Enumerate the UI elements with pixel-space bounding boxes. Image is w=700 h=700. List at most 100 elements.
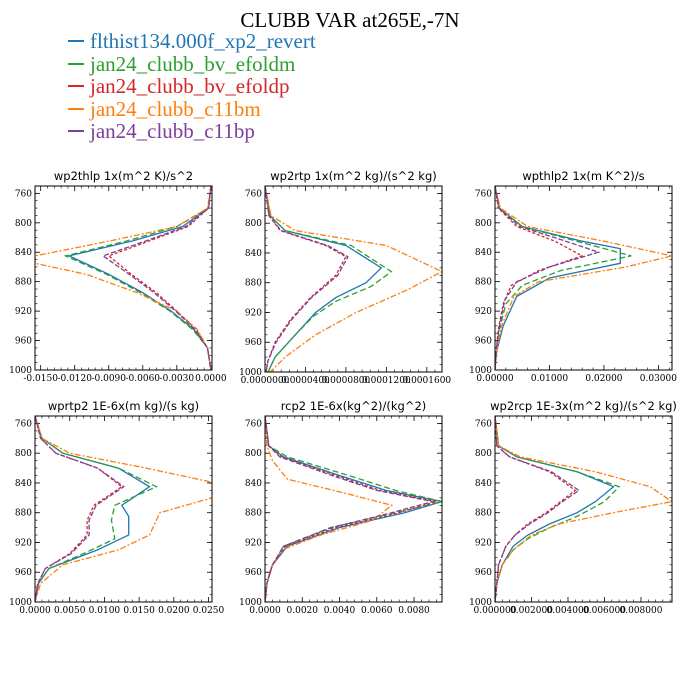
x-tick-label: 0.0020 xyxy=(287,606,319,616)
series-line-flthist134.000f_xp2_revert xyxy=(495,416,615,602)
y-tick-label: 920 xyxy=(15,307,32,317)
series-line-flthist134.000f_xp2_revert xyxy=(35,416,151,602)
panel-title: wprtp2 1E-6x(m kg)/(s kg) xyxy=(48,399,199,413)
profile-panel: wprtp2 1E-6x(m kg)/(s kg) 760 800 840 880 920… xyxy=(9,399,224,616)
profile-panel: wpthlp2 1x(m K^2)/s 760 800 840 880 920 960 100… xyxy=(469,169,677,384)
legend-label: jan24_clubb_bv_efoldp xyxy=(90,74,290,98)
panel-title: rcp2 1E-6x(kg^2)/(kg^2) xyxy=(281,399,427,413)
y-tick-label: 920 xyxy=(475,538,492,548)
legend-entry: jan24_clubb_c11bm xyxy=(68,96,316,121)
panel-title: wp2thlp 1x(m^2 K)/s^2 xyxy=(54,169,193,183)
series-line-jan24_clubb_bv_efoldp xyxy=(107,186,212,370)
series-line-jan24_clubb_bv_efoldm xyxy=(495,416,621,602)
x-tick-label: 0.0000800 xyxy=(322,376,371,386)
profile-panel: wp2thlp 1x(m^2 K)/s^2 760 800 840 880 920 960 1… xyxy=(9,169,227,384)
legend-label: flthist134.000f_xp2_revert xyxy=(90,29,316,53)
legend-line-swatch xyxy=(68,85,84,88)
series-line-jan24_clubb_bv_efoldm xyxy=(35,416,159,602)
y-tick-label: 800 xyxy=(245,449,262,459)
legend-line-swatch xyxy=(68,40,84,43)
series-line-flthist134.000f_xp2_revert xyxy=(67,186,212,370)
legend-line-swatch xyxy=(68,62,84,65)
y-tick-label: 960 xyxy=(245,568,262,578)
x-tick-label: 0.0000 xyxy=(195,374,227,384)
y-tick-label: 960 xyxy=(475,337,492,347)
y-tick-label: 840 xyxy=(475,248,492,258)
series-line-jan24_clubb_bv_efoldp xyxy=(265,416,437,602)
y-tick-label: 840 xyxy=(15,248,32,258)
series-line-jan24_clubb_bv_efoldm xyxy=(265,186,393,372)
x-tick-label: 0.0150 xyxy=(123,606,155,616)
series-line-jan24_clubb_bv_efoldp xyxy=(495,416,577,602)
y-tick-label: 760 xyxy=(15,419,32,429)
x-tick-label: 0.0060 xyxy=(361,606,393,616)
y-tick-label: 760 xyxy=(15,189,32,199)
legend-entry: jan24_clubb_bv_efoldp xyxy=(68,75,316,98)
y-tick-label: 960 xyxy=(475,568,492,578)
x-tick-label: 0.000000 xyxy=(474,606,517,616)
y-tick-label: 1000 xyxy=(469,598,492,608)
y-tick-label: 840 xyxy=(245,249,262,259)
series-line-jan24_clubb_c11bm xyxy=(495,186,672,370)
panel-title: wpthlp2 1x(m K^2)/s xyxy=(522,169,644,183)
y-tick-label: 760 xyxy=(245,189,262,199)
legend-entry: jan24_clubb_bv_efoldm xyxy=(68,51,316,76)
y-tick-label: 800 xyxy=(15,449,32,459)
y-tick-label: 920 xyxy=(245,538,262,548)
series-line-jan24_clubb_c11bm xyxy=(265,416,394,602)
y-tick-label: 920 xyxy=(15,538,32,548)
series-line-jan24_clubb_bv_efoldp xyxy=(495,186,584,370)
legend-label: jan24_clubb_c11bm xyxy=(90,96,261,121)
y-tick-label: 800 xyxy=(245,219,262,229)
x-tick-label: -0.0090 xyxy=(91,374,126,384)
y-tick-label: 880 xyxy=(245,509,262,519)
y-tick-label: 1000 xyxy=(239,368,262,378)
plot-frame xyxy=(494,185,673,371)
legend-line-swatch xyxy=(68,107,84,110)
x-tick-label: 0.0250 xyxy=(193,606,225,616)
series-line-jan24_clubb_c11bp xyxy=(265,186,349,372)
y-tick-label: 800 xyxy=(475,219,492,229)
x-tick-label: 0.004000 xyxy=(547,606,590,616)
panel-title: wp2rcp 1E-3x(m^2 kg)/(s^2 kg) xyxy=(490,399,677,413)
series-line-jan24_clubb_c11bp xyxy=(265,416,433,602)
series-line-jan24_clubb_bv_efoldm xyxy=(63,186,212,370)
y-tick-label: 1000 xyxy=(239,598,262,608)
series-line-jan24_clubb_c11bp xyxy=(495,186,601,370)
profile-panel: wp2rcp 1E-3x(m^2 kg)/(s^2 kg) 760 800 840 88… xyxy=(469,399,677,616)
x-tick-label: -0.0150 xyxy=(23,374,58,384)
y-tick-label: 760 xyxy=(475,189,492,199)
legend-label: jan24_clubb_bv_efoldm xyxy=(90,51,296,76)
x-tick-label: 0.0000 xyxy=(19,606,51,616)
x-tick-label: -0.0120 xyxy=(57,374,92,384)
x-tick-label: 0.00000 xyxy=(476,374,513,384)
profile-panel: rcp2 1E-6x(kg^2)/(kg^2) 760 800 840 880 920 96… xyxy=(239,399,443,616)
plot-frame xyxy=(34,415,213,603)
legend-entry: flthist134.000f_xp2_revert xyxy=(68,30,316,53)
y-tick-label: 880 xyxy=(475,278,492,288)
y-tick-label: 920 xyxy=(245,308,262,318)
y-tick-label: 960 xyxy=(15,568,32,578)
legend-line-swatch xyxy=(68,130,84,133)
x-tick-label: 0.02000 xyxy=(585,374,622,384)
y-tick-label: 880 xyxy=(15,509,32,519)
series-line-jan24_clubb_c11bm xyxy=(265,186,442,372)
series-line-jan24_clubb_c11bm xyxy=(495,416,672,602)
x-tick-label: 0.0050 xyxy=(54,606,86,616)
y-tick-label: 760 xyxy=(245,419,262,429)
y-tick-label: 800 xyxy=(475,449,492,459)
series-line-flthist134.000f_xp2_revert xyxy=(495,186,621,370)
y-tick-label: 960 xyxy=(15,337,32,347)
x-tick-label: 0.0080 xyxy=(398,606,430,616)
x-tick-label: 0.0040 xyxy=(324,606,356,616)
x-tick-label: 0.0001600 xyxy=(402,376,451,386)
y-tick-label: 1000 xyxy=(9,366,32,376)
series-line-jan24_clubb_bv_efoldp xyxy=(35,416,123,602)
x-tick-label: 0.0000 xyxy=(249,606,281,616)
x-tick-label: 0.006000 xyxy=(583,606,626,616)
legend-entry: jan24_clubb_c11bp xyxy=(68,120,316,143)
series-line-flthist134.000f_xp2_revert xyxy=(265,186,383,372)
plot-frame xyxy=(494,415,673,603)
x-tick-label: -0.0060 xyxy=(126,374,161,384)
